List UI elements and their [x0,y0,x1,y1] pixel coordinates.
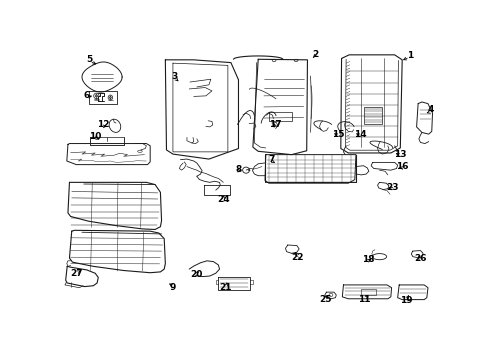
Text: 5: 5 [86,55,93,64]
Text: 23: 23 [386,183,398,192]
Text: 24: 24 [217,195,229,204]
Text: 17: 17 [268,121,281,130]
Text: 2: 2 [311,50,318,59]
Text: 9: 9 [169,283,176,292]
Text: 21: 21 [219,283,232,292]
Text: 20: 20 [190,270,203,279]
Text: 6: 6 [83,91,90,100]
Text: 12: 12 [97,121,110,130]
Text: 4: 4 [427,105,433,114]
Text: 3: 3 [171,72,178,81]
Text: 18: 18 [361,255,374,264]
Text: 11: 11 [357,295,370,304]
Text: 25: 25 [319,295,331,304]
Text: 1: 1 [406,51,412,60]
Text: 26: 26 [413,253,426,262]
Text: 16: 16 [395,162,407,171]
Text: 13: 13 [393,150,406,158]
Bar [364,107,382,123]
Text: 15: 15 [332,130,344,139]
Text: 22: 22 [291,253,303,262]
Text: 19: 19 [400,296,412,305]
Text: 27: 27 [71,269,83,278]
Bar [360,289,376,296]
Text: 10: 10 [89,131,101,140]
Text: 7: 7 [268,155,274,164]
Text: 14: 14 [353,130,366,139]
Text: 8: 8 [235,165,241,174]
